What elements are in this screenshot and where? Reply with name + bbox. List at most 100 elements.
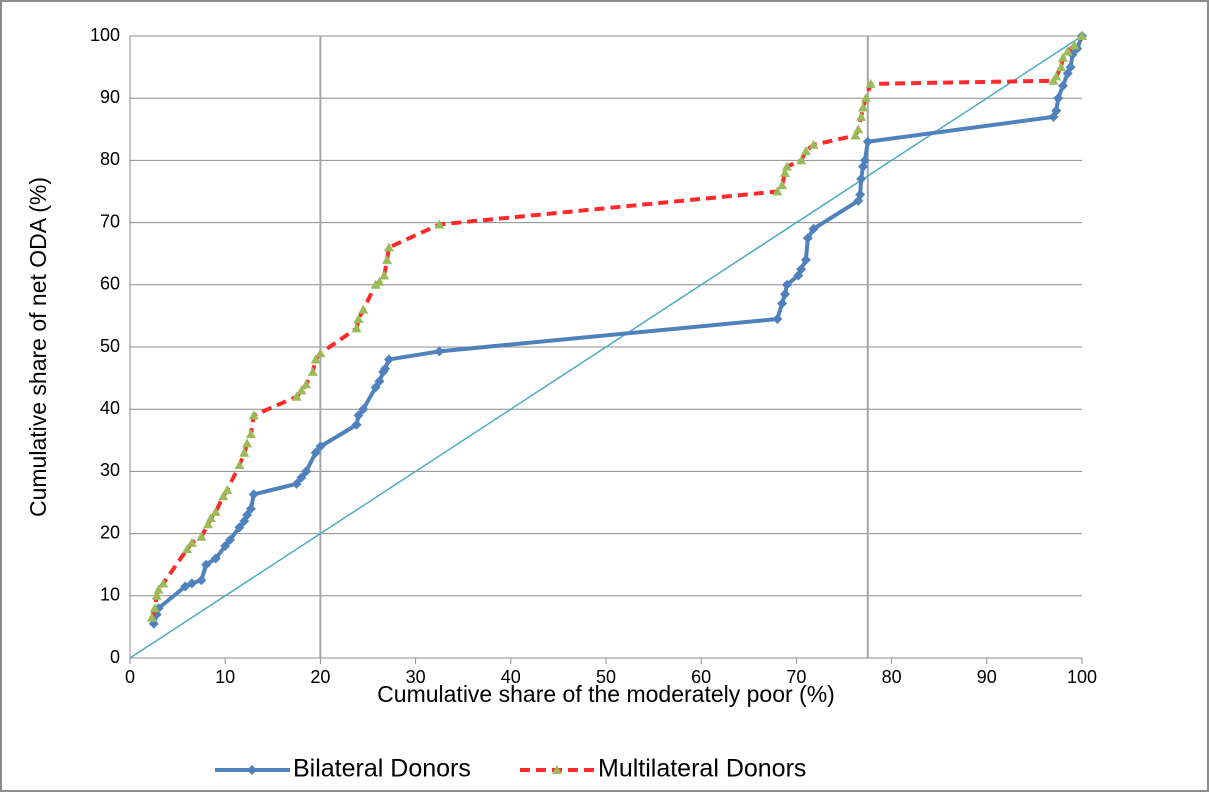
legend-marker [247,765,257,775]
data-point [310,447,321,458]
y-tick-label: 60 [100,274,120,294]
data-point [296,385,307,395]
data-point [205,513,216,523]
x-tick-label: 40 [501,667,521,687]
data-point [808,139,819,149]
data-point [224,534,235,545]
data-point [777,298,788,309]
data-point [781,279,792,290]
data-point [772,186,783,196]
data-point [1062,46,1073,56]
y-tick-label: 0 [110,647,120,667]
data-point [153,584,164,594]
x-tick-label: 20 [310,667,330,687]
data-point [862,136,873,147]
data-point [158,578,169,588]
data-point [808,223,819,234]
data-point [310,354,321,364]
data-point [1069,40,1080,50]
data-point [351,419,362,430]
y-tick-label: 50 [100,336,120,356]
data-point [245,503,256,514]
data-point [374,376,385,387]
data-point [1057,80,1068,91]
data-point [196,575,207,586]
y-tick-label: 80 [100,149,120,169]
data-point [1065,62,1076,73]
data-point [301,379,312,389]
data-point [151,590,162,600]
data-point [245,429,256,439]
data-point [239,447,250,457]
x-tick-label: 80 [882,667,902,687]
data-point [796,264,807,275]
data-point [781,161,792,171]
data-point [307,366,318,376]
data-point [796,155,807,165]
data-point [379,270,390,280]
x-tick-label: 90 [977,667,997,687]
data-point [291,391,302,401]
data-point [353,314,364,324]
data-point [242,438,253,448]
data-point [1057,52,1068,62]
data-point [301,466,312,477]
y-tick-label: 100 [90,25,120,45]
data-point [234,460,245,470]
data-point [856,111,867,121]
data-point [858,102,869,112]
data-point [291,478,302,489]
data-point [800,146,811,156]
y-axis-title: Cumulative share of net ODA (%) [25,177,51,517]
data-point [220,541,231,552]
data-point [248,410,259,420]
y-tick-label: 20 [100,522,120,542]
legend-label: Multilateral Donors [598,755,806,783]
data-point [1077,31,1087,40]
data-point [802,233,813,244]
data-point [201,559,212,570]
x-tick-label: 50 [596,667,616,687]
x-tick-label: 30 [406,667,426,687]
data-point [1056,62,1067,72]
data-point [218,491,229,501]
data-point [149,603,160,613]
data-point [203,519,214,529]
y-tick-label: 90 [100,87,120,107]
data-point [865,78,876,88]
data-point [353,410,364,421]
data-point [800,254,811,265]
y-tick-label: 40 [100,398,120,418]
data-point [1051,105,1062,116]
data-point [777,180,788,190]
data-point [358,404,369,415]
data-point [434,219,445,229]
x-tick-label: 60 [691,667,711,687]
x-tick-label: 0 [125,667,135,687]
x-tick-label: 70 [786,667,806,687]
data-point [1053,93,1064,104]
x-tick-label: 10 [215,667,235,687]
data-point [351,323,362,333]
data-point [248,489,259,500]
reference-line [129,35,1083,659]
data-point [772,314,783,325]
data-point [242,509,253,520]
data-point [850,130,861,140]
data-point [779,167,790,177]
data-point [383,354,394,365]
data-point [434,346,445,357]
data-point [370,382,381,393]
y-tick-label: 70 [100,211,120,231]
data-point [182,544,193,554]
data-point [853,124,864,134]
data-point [315,348,326,358]
data-point [146,612,157,622]
data-point [186,578,197,589]
data-point [358,304,369,314]
y-tick-label: 30 [100,460,120,480]
data-point [859,155,870,166]
y-tick-label: 10 [100,585,120,605]
